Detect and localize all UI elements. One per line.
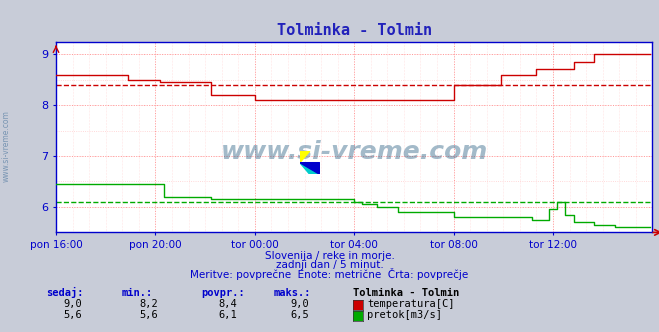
Text: 6,1: 6,1 [218,310,237,320]
Text: Meritve: povprečne  Enote: metrične  Črta: povprečje: Meritve: povprečne Enote: metrične Črta:… [190,268,469,280]
Polygon shape [300,163,320,174]
Title: Tolminka - Tolmin: Tolminka - Tolmin [277,23,432,38]
Text: www.si-vreme.com: www.si-vreme.com [2,110,11,182]
Polygon shape [300,163,320,174]
Text: 9,0: 9,0 [63,299,82,309]
Text: Tolminka - Tolmin: Tolminka - Tolmin [353,289,459,298]
Text: sedaj:: sedaj: [46,288,84,298]
Text: 8,4: 8,4 [218,299,237,309]
Text: 5,6: 5,6 [63,310,82,320]
Text: 6,5: 6,5 [291,310,309,320]
Text: zadnji dan / 5 minut.: zadnji dan / 5 minut. [275,260,384,270]
Text: maks.:: maks.: [273,289,311,298]
Polygon shape [300,151,310,163]
Text: min.:: min.: [122,289,153,298]
Text: 8,2: 8,2 [139,299,158,309]
Text: Slovenija / reke in morje.: Slovenija / reke in morje. [264,251,395,261]
Text: 5,6: 5,6 [139,310,158,320]
Text: www.si-vreme.com: www.si-vreme.com [221,140,488,164]
Text: temperatura[C]: temperatura[C] [367,299,455,309]
Text: 9,0: 9,0 [291,299,309,309]
Text: pretok[m3/s]: pretok[m3/s] [367,310,442,320]
Text: povpr.:: povpr.: [201,289,244,298]
